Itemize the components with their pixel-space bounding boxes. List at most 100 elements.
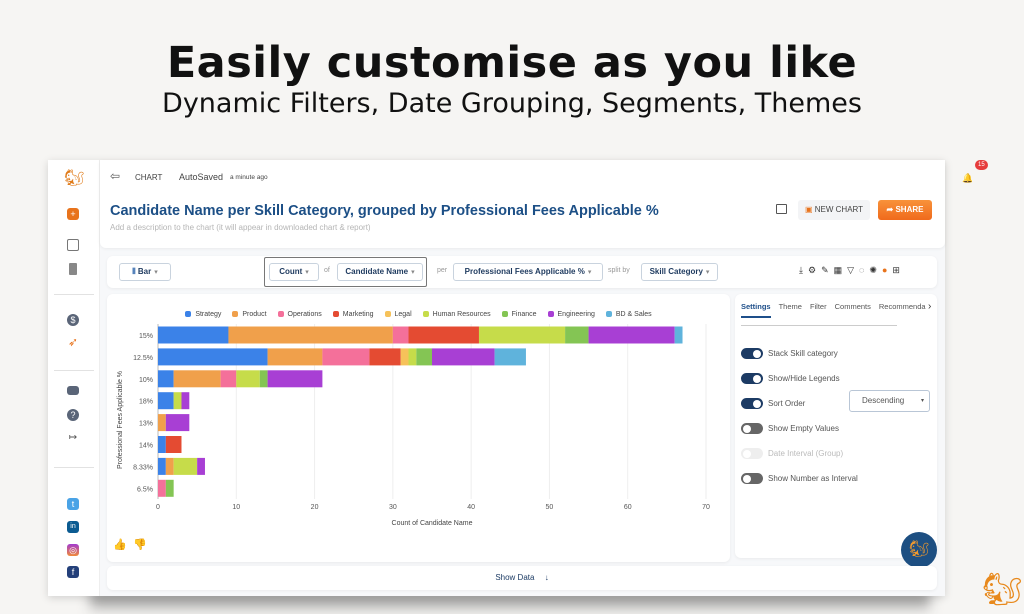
- of-label: of: [324, 267, 330, 274]
- back-icon[interactable]: ⇦: [110, 169, 121, 183]
- logout-icon[interactable]: ↦: [68, 432, 78, 443]
- setting-row: Date Interval (Group): [741, 448, 843, 459]
- split-select[interactable]: Skill Category ▾: [641, 263, 718, 281]
- linkedin-icon[interactable]: in: [67, 521, 79, 533]
- x-axis-title: Count of Candidate Name: [392, 520, 473, 527]
- table-view-icon[interactable]: ⊞: [892, 265, 900, 275]
- group-select[interactable]: Professional Fees Applicable % ▾: [453, 263, 603, 281]
- bar-segment: [158, 392, 174, 410]
- setting-label: Date Interval (Group): [768, 449, 844, 458]
- chart-type-select[interactable]: ⫴ Bar ▾: [119, 263, 171, 281]
- chat-icon[interactable]: [67, 386, 79, 395]
- description-input[interactable]: Add a description to the chart (it will …: [110, 223, 371, 232]
- tabs-divider: [741, 325, 897, 326]
- help-icon[interactable]: ?: [67, 409, 79, 421]
- toggle-switch[interactable]: [741, 373, 763, 384]
- assistant-button[interactable]: 🐿: [901, 532, 937, 568]
- legend-item[interactable]: Strategy: [185, 311, 221, 318]
- setting-label: Stack Skill category: [768, 349, 838, 358]
- clipboard-icon[interactable]: [69, 263, 77, 275]
- tab-recommenda[interactable]: Recommenda: [878, 302, 926, 311]
- legend-item[interactable]: BD & Sales: [605, 311, 652, 318]
- thumbs-down-icon[interactable]: 👎: [133, 539, 147, 551]
- bar-segment: [158, 436, 166, 453]
- tabs-next-icon[interactable]: ›: [928, 301, 932, 312]
- toolbar-icons: ⤓ ⚙ ✎ ▦ ▽ ◌ ✺ ● ⊞: [799, 265, 900, 276]
- logo-squirrel-icon: 🐿: [64, 170, 85, 187]
- bar-segment: [432, 348, 495, 366]
- bar-segment: [267, 348, 323, 366]
- brand-squirrel-icon: 🐿: [982, 571, 1023, 607]
- toggle-switch[interactable]: [741, 473, 763, 484]
- y-tick-label: 13%: [139, 421, 153, 428]
- table-icon[interactable]: [67, 239, 79, 251]
- bar-segment: [494, 348, 526, 366]
- bar-segment: [408, 326, 479, 344]
- tab-comments[interactable]: Comments: [834, 302, 871, 311]
- lightbulb-icon[interactable]: ✺: [869, 265, 877, 275]
- chart-legend: Strategy Product Operations Marketing Legal H…: [107, 311, 730, 318]
- dollar-icon[interactable]: $: [67, 314, 79, 326]
- info-icon[interactable]: ●: [881, 265, 888, 275]
- chart-title[interactable]: Candidate Name per Skill Category, group…: [110, 203, 659, 219]
- notification-badge: 15: [975, 160, 988, 170]
- toggle-switch[interactable]: [741, 423, 763, 434]
- legend-swatch: [547, 311, 554, 317]
- y-tick-label: 18%: [139, 399, 153, 406]
- toggle-switch: [741, 448, 763, 459]
- window-shadow: [90, 592, 930, 614]
- comment-icon[interactable]: ◌: [859, 265, 865, 275]
- bar-segment: [259, 370, 268, 388]
- layout-icon[interactable]: [776, 204, 787, 214]
- sort-order-select[interactable]: Descending ▾: [849, 390, 930, 412]
- legend-swatch: [384, 311, 391, 317]
- y-tick-label: 6.5%: [137, 486, 153, 493]
- bar-segment: [165, 436, 182, 453]
- bar-segment: [478, 326, 566, 344]
- settings-icon[interactable]: ⚙: [807, 265, 817, 275]
- new-chart-label: NEW CHART: [814, 205, 864, 214]
- bar-segment: [181, 392, 190, 410]
- x-tick-label: 40: [467, 504, 475, 511]
- bell-icon[interactable]: 🔔: [962, 173, 972, 183]
- legend-item[interactable]: Legal: [384, 311, 412, 318]
- tab-theme[interactable]: Theme: [778, 302, 802, 311]
- bar-segment: [236, 370, 260, 388]
- bar-segment: [158, 479, 166, 497]
- field-select[interactable]: Candidate Name ▾: [337, 263, 423, 281]
- share-button[interactable]: ➦ SHARE: [878, 200, 932, 220]
- tab-settings[interactable]: Settings: [741, 302, 771, 318]
- instagram-icon[interactable]: ◎: [67, 544, 79, 556]
- legend-label: Finance: [511, 311, 537, 318]
- filter-icon[interactable]: ▽: [847, 265, 855, 275]
- legend-item[interactable]: Product: [232, 311, 267, 318]
- aggregate-select[interactable]: Count ▾: [269, 263, 319, 281]
- per-label: per: [437, 267, 448, 274]
- thumbs-up-icon[interactable]: 👍: [113, 539, 127, 551]
- toggle-switch[interactable]: [741, 398, 763, 409]
- hero-title: Easily customise as you like: [166, 38, 858, 88]
- tab-filter[interactable]: Filter: [809, 302, 827, 311]
- y-axis-title: Professional Fees Applicable %: [117, 371, 124, 469]
- chart-toolbar: ⫴ Bar ▾ Count ▾ of Candidate Name ▾ per Pro…: [107, 256, 937, 288]
- rocket-icon[interactable]: ➶: [67, 336, 79, 348]
- legend-item[interactable]: Marketing: [332, 311, 374, 318]
- download-icon[interactable]: ⤓: [799, 265, 803, 275]
- toggle-switch[interactable]: [741, 348, 763, 359]
- bar-segment: [173, 457, 198, 475]
- calendar-icon[interactable]: ▦: [833, 265, 843, 275]
- legend-item[interactable]: Operations: [277, 311, 322, 318]
- legend-item[interactable]: Human Resources: [422, 311, 491, 318]
- show-data-bar[interactable]: Show Data ↓: [107, 566, 937, 590]
- x-tick-label: 0: [156, 504, 160, 511]
- add-icon[interactable]: +: [67, 208, 79, 220]
- twitter-icon[interactable]: t: [67, 498, 79, 510]
- legend-swatch: [605, 311, 612, 317]
- brush-icon[interactable]: ✎: [821, 265, 829, 275]
- legend-swatch: [422, 311, 429, 317]
- facebook-icon[interactable]: f: [67, 566, 79, 578]
- setting-label: Show/Hide Legends: [768, 374, 840, 383]
- legend-item[interactable]: Engineering: [547, 311, 595, 318]
- legend-item[interactable]: Finance: [501, 311, 537, 318]
- new-chart-button[interactable]: ▣ NEW CHART: [798, 200, 870, 220]
